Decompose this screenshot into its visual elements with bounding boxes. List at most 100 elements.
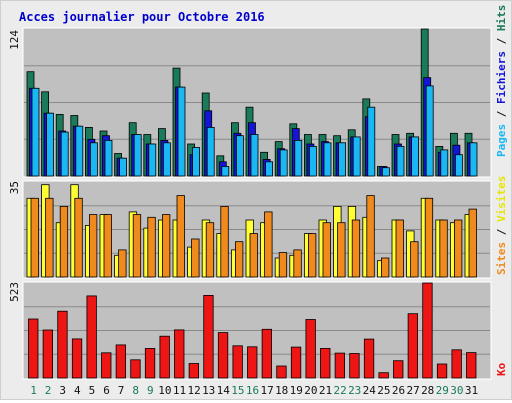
bar-kb-day-6 bbox=[101, 352, 112, 379]
bar-kb-day-17 bbox=[261, 328, 273, 379]
bar-kb-day-24 bbox=[363, 338, 375, 379]
bar-pages-day-14 bbox=[221, 166, 230, 177]
bar-visits-day-22 bbox=[337, 222, 346, 278]
bar-kb-day-29 bbox=[436, 363, 448, 379]
day-label-31: 31 bbox=[465, 384, 478, 397]
bar-pages-day-17 bbox=[265, 161, 274, 177]
bar-visits-day-23 bbox=[351, 219, 361, 278]
bar-kb-day-27 bbox=[407, 313, 419, 379]
bar-visits-day-3 bbox=[59, 205, 69, 278]
bar-visits-day-14 bbox=[220, 205, 229, 278]
bar-kb-day-31 bbox=[466, 352, 477, 379]
day-label-8: 8 bbox=[132, 384, 139, 397]
bar-visits-day-10 bbox=[161, 214, 171, 278]
bar-kb-day-4 bbox=[71, 338, 83, 379]
hits-ymax-label: 124 bbox=[8, 30, 21, 50]
legend-sep-2: / bbox=[495, 37, 508, 44]
bar-pages-day-2 bbox=[46, 112, 54, 177]
bar-pages-day-9 bbox=[148, 143, 157, 177]
bar-visits-day-12 bbox=[191, 238, 200, 278]
bar-visits-day-30 bbox=[453, 219, 463, 278]
day-label-20: 20 bbox=[304, 384, 317, 397]
bar-pages-day-28 bbox=[425, 85, 434, 177]
kb-legend: Ko bbox=[495, 362, 508, 376]
bar-kb-day-16 bbox=[247, 346, 258, 379]
bar-kb-day-10 bbox=[159, 335, 170, 379]
bar-kb-day-20 bbox=[305, 319, 316, 379]
bar-visits-day-26 bbox=[395, 219, 404, 278]
day-label-4: 4 bbox=[74, 384, 81, 397]
bar-pages-day-4 bbox=[75, 125, 84, 177]
bar-pages-day-30 bbox=[454, 154, 463, 177]
bar-visits-day-28 bbox=[424, 197, 434, 278]
bar-kb-day-2 bbox=[42, 329, 53, 379]
bar-pages-day-3 bbox=[60, 131, 69, 177]
bar-kb-day-13 bbox=[203, 294, 214, 379]
bar-pages-day-21 bbox=[323, 142, 332, 177]
bar-kb-day-26 bbox=[393, 360, 404, 379]
bar-pages-day-27 bbox=[411, 136, 420, 177]
day-label-9: 9 bbox=[147, 384, 154, 397]
day-label-30: 30 bbox=[450, 384, 463, 397]
bar-visits-day-6 bbox=[103, 214, 112, 278]
day-label-22: 22 bbox=[333, 384, 346, 397]
chart-title: Acces journalier pour Octobre 2016 bbox=[19, 10, 265, 24]
bar-kb-day-22 bbox=[334, 352, 346, 379]
day-label-28: 28 bbox=[421, 384, 434, 397]
day-label-16: 16 bbox=[246, 384, 259, 397]
day-label-1: 1 bbox=[30, 384, 37, 397]
legend-kb: Ko bbox=[495, 362, 508, 376]
legend-sep-3: / bbox=[495, 228, 508, 235]
bar-kb-day-3 bbox=[57, 310, 68, 379]
bar-visits-day-24 bbox=[366, 195, 375, 278]
bar-pages-day-1 bbox=[31, 87, 40, 177]
bar-kb-day-12 bbox=[188, 363, 200, 379]
day-label-17: 17 bbox=[260, 384, 273, 397]
bar-pages-day-20 bbox=[308, 145, 317, 177]
day-label-18: 18 bbox=[275, 384, 288, 397]
bar-kb-day-9 bbox=[144, 347, 156, 379]
visits-ymax-label: 35 bbox=[8, 181, 21, 194]
bar-visits-day-18 bbox=[278, 252, 288, 278]
bar-kb-day-19 bbox=[290, 346, 302, 379]
kb-ymax-label: 523 bbox=[8, 282, 21, 302]
bar-visits-day-17 bbox=[264, 211, 273, 278]
bar-kb-day-25 bbox=[378, 372, 389, 379]
bar-pages-day-19 bbox=[294, 139, 303, 177]
day-label-25: 25 bbox=[377, 384, 390, 397]
day-label-6: 6 bbox=[103, 384, 110, 397]
bar-pages-day-22 bbox=[338, 142, 347, 177]
bar-visits-day-1 bbox=[30, 197, 39, 278]
bar-pages-day-24 bbox=[367, 106, 376, 177]
legend-sites: Sites bbox=[495, 242, 508, 275]
bar-visits-day-15 bbox=[234, 241, 244, 278]
bar-kb-day-21 bbox=[320, 347, 331, 379]
bar-visits-day-27 bbox=[410, 241, 419, 278]
day-label-23: 23 bbox=[348, 384, 361, 397]
bar-visits-day-11 bbox=[176, 195, 185, 278]
bar-kb-day-15 bbox=[232, 345, 243, 379]
bar-kb-day-1 bbox=[28, 318, 39, 379]
day-label-13: 13 bbox=[202, 384, 215, 397]
bar-kb-day-23 bbox=[349, 353, 360, 379]
day-label-2: 2 bbox=[45, 384, 52, 397]
bar-kb-day-18 bbox=[276, 365, 287, 379]
legend-sep-1: / bbox=[495, 110, 508, 117]
day-label-21: 21 bbox=[319, 384, 332, 397]
legend-files: Fichiers bbox=[495, 51, 508, 104]
day-label-14: 14 bbox=[217, 384, 231, 397]
bar-pages-day-5 bbox=[90, 142, 98, 177]
day-label-26: 26 bbox=[392, 384, 405, 397]
bar-pages-day-18 bbox=[279, 149, 288, 177]
bar-pages-day-11 bbox=[177, 86, 186, 177]
bar-pages-day-29 bbox=[440, 149, 449, 177]
day-label-5: 5 bbox=[89, 384, 96, 397]
bar-kb-day-11 bbox=[174, 329, 185, 379]
bar-visits-day-20 bbox=[307, 233, 317, 278]
day-label-19: 19 bbox=[290, 384, 303, 397]
bar-visits-day-9 bbox=[147, 216, 156, 278]
day-axis-labels: 1 2 3 4 5 6 7 8 9 10 11 12 13 14 15 16 17 18 19 20 21 22 23 24 2… bbox=[30, 384, 478, 397]
bar-pages-day-23 bbox=[352, 136, 361, 177]
bar-kb-day-28 bbox=[422, 282, 433, 379]
bar-pages-day-13 bbox=[206, 127, 215, 177]
